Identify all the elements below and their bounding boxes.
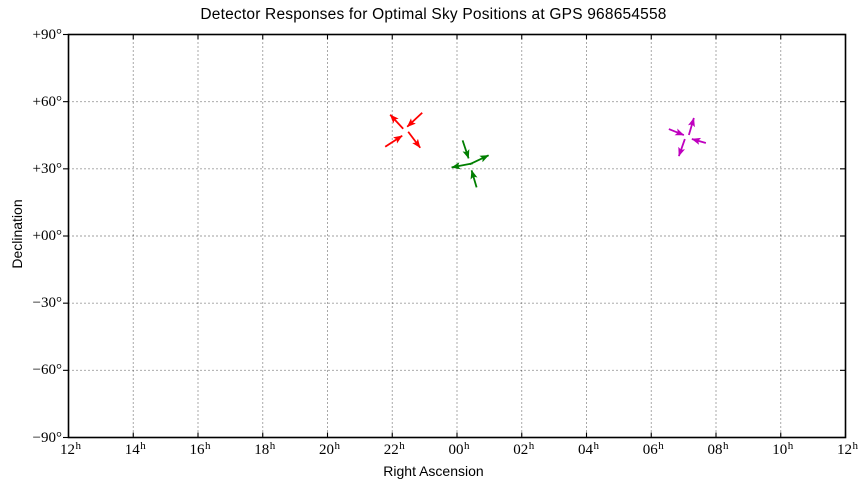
- y-tick-label: −90°: [32, 429, 62, 446]
- x-tick-value: 12: [837, 442, 852, 458]
- x-tick-unit: h: [205, 440, 211, 452]
- x-tick-label: 08h: [707, 440, 729, 459]
- x-tick-unit: h: [140, 440, 146, 452]
- x-tick-unit: h: [787, 440, 794, 452]
- x-tick-value: 00: [448, 442, 464, 458]
- x-tick-value: 16: [189, 442, 205, 458]
- x-tick-value: 20: [319, 442, 334, 458]
- x-tick-unit: h: [528, 440, 535, 452]
- x-tick-value: 04: [578, 442, 593, 458]
- green-cluster: [451, 140, 490, 188]
- x-tick-label: 16h: [189, 440, 211, 459]
- x-tick-value: 14: [124, 442, 140, 458]
- x-tick-unit: h: [399, 440, 405, 452]
- chart-title: Detector Responses for Optimal Sky Posit…: [200, 6, 667, 23]
- x-tick-label: 12h: [837, 440, 859, 459]
- x-tick-value: 22: [383, 442, 399, 458]
- x-tick-label: 04h: [578, 440, 600, 459]
- x-tick-label: 12h: [60, 440, 82, 459]
- x-tick-unit: h: [723, 440, 729, 452]
- quiver-arrow: [389, 114, 404, 130]
- plot-frame: [67, 33, 847, 439]
- y-tick-label: +60°: [32, 93, 62, 110]
- magenta-cluster: [668, 117, 707, 157]
- quiver-arrow: [687, 117, 695, 136]
- quiver-arrow: [461, 140, 470, 159]
- quiver-arrow: [469, 154, 490, 166]
- x-tick-label: 18h: [254, 440, 276, 459]
- x-tick-unit: h: [269, 440, 276, 452]
- x-tick-value: 18: [254, 442, 270, 458]
- x-tick-value: 08: [707, 442, 723, 458]
- quiver-arrow: [451, 162, 473, 170]
- x-tick-unit: h: [852, 440, 859, 452]
- quiver-arrow: [691, 137, 707, 145]
- x-axis-label: Right Ascension: [383, 463, 484, 479]
- x-tick-label: 06h: [642, 440, 664, 459]
- x-tick-value: 02: [513, 442, 529, 458]
- x-tick-value: 12: [60, 442, 75, 458]
- quiver-arrow: [668, 128, 685, 136]
- x-tick-value: 06: [642, 442, 658, 458]
- x-tick-unit: h: [334, 440, 341, 452]
- y-tick-label: −30°: [32, 295, 62, 312]
- x-tick-label: 02h: [513, 440, 535, 459]
- quiver-arrow: [470, 169, 478, 188]
- y-tick-label: +30°: [32, 160, 62, 177]
- x-tick-label: 22h: [383, 440, 405, 459]
- x-tick-unit: h: [75, 440, 82, 452]
- red-cluster: [384, 112, 423, 149]
- x-tick-label: 10h: [772, 440, 794, 459]
- x-tick-label: 14h: [124, 440, 146, 459]
- tick-marks: [63, 33, 847, 439]
- y-tick-label: +00°: [32, 228, 62, 244]
- y-tick-label: −60°: [32, 362, 62, 379]
- x-tick-unit: h: [593, 440, 600, 452]
- x-tick-value: 10: [772, 442, 788, 458]
- x-tick-label: 20h: [319, 440, 341, 459]
- x-tick-unit: h: [658, 440, 664, 452]
- x-tick-unit: h: [464, 440, 470, 452]
- quiver-arrow: [406, 112, 423, 128]
- y-tick-label: +90°: [32, 26, 62, 43]
- quiver-arrow: [678, 138, 686, 157]
- quiver-arrow: [384, 135, 403, 148]
- quiver-arrow: [407, 131, 421, 149]
- gridlines: [68, 34, 846, 438]
- x-tick-label: 00h: [448, 440, 470, 459]
